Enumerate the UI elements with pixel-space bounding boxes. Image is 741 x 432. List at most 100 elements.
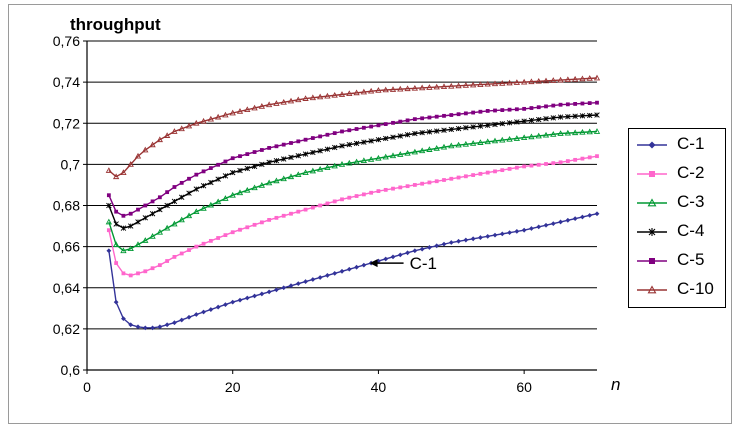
- data-point: [136, 271, 140, 276]
- legend-swatch: [637, 198, 667, 207]
- data-point: [179, 251, 184, 256]
- data-point: [207, 201, 215, 208]
- data-point: [513, 135, 521, 141]
- data-point: [412, 130, 418, 137]
- data-point: [478, 235, 483, 240]
- data-point: [230, 299, 236, 305]
- legend-label: C-2: [677, 163, 705, 182]
- data-point: [193, 312, 199, 317]
- data-point: [114, 261, 119, 265]
- data-point: [134, 152, 142, 159]
- data-point: [324, 146, 331, 152]
- data-point: [586, 112, 593, 119]
- y-tick-label: 0,66: [53, 239, 80, 255]
- data-point: [340, 129, 344, 134]
- data-point: [485, 109, 490, 113]
- data-point: [287, 173, 295, 180]
- data-point: [112, 241, 120, 247]
- data-point: [106, 193, 111, 198]
- legend: C-1 C-2 C-3 C-4 C-5 C-10: [628, 128, 726, 308]
- gridlines: [87, 40, 597, 330]
- data-point: [579, 75, 586, 82]
- data-point: [237, 167, 243, 174]
- data-point: [573, 157, 578, 162]
- data-point: [361, 192, 366, 197]
- data-point: [164, 202, 170, 209]
- data-point: [528, 117, 535, 124]
- data-point: [310, 205, 315, 210]
- data-point: [287, 97, 295, 104]
- data-point: [550, 131, 557, 137]
- data-point: [316, 93, 324, 100]
- data-point: [230, 156, 235, 161]
- data-point: [142, 215, 149, 221]
- data-point: [193, 208, 200, 215]
- data-point: [404, 85, 411, 92]
- y-tick-label: 0,62: [53, 321, 80, 337]
- data-point: [274, 287, 279, 293]
- data-point: [127, 245, 134, 252]
- data-point: [542, 77, 550, 84]
- data-point: [187, 176, 191, 181]
- data-point: [369, 190, 374, 195]
- data-point: [143, 203, 148, 208]
- data-point: [593, 74, 601, 81]
- data-point: [405, 250, 410, 256]
- data-point: [172, 320, 177, 326]
- data-point: [252, 293, 257, 299]
- data-point: [442, 178, 446, 182]
- data-point: [310, 149, 316, 156]
- data-point: [440, 83, 448, 90]
- data-point: [354, 264, 359, 270]
- data-point: [252, 150, 257, 154]
- data-point: [267, 217, 272, 222]
- data-point: [237, 297, 243, 303]
- data-point: [346, 266, 352, 272]
- data-point: [266, 289, 272, 295]
- data-point: [302, 169, 309, 175]
- y-tick-label: 0,72: [53, 115, 80, 131]
- data-point: [405, 184, 410, 189]
- data-point: [156, 136, 164, 143]
- data-point: [238, 227, 242, 232]
- data-point: [367, 87, 375, 94]
- data-point: [551, 103, 556, 108]
- data-point: [142, 237, 149, 243]
- data-point: [571, 129, 579, 136]
- data-point: [522, 164, 527, 169]
- data-point: [542, 131, 550, 138]
- data-point: [558, 102, 563, 107]
- data-point: [265, 179, 273, 186]
- data-point: [208, 238, 213, 243]
- data-point: [419, 129, 425, 136]
- data-point: [295, 96, 302, 103]
- data-point: [223, 302, 228, 308]
- data-point: [171, 128, 178, 134]
- data-point: [382, 86, 389, 93]
- data-point: [455, 141, 462, 148]
- data-point: [376, 123, 381, 128]
- data-point: [440, 143, 448, 150]
- data-point: [376, 189, 381, 194]
- data-point: [477, 123, 484, 129]
- data-point: [347, 195, 352, 200]
- data-point: [325, 201, 330, 206]
- data-point: [273, 100, 280, 106]
- data-point: [383, 122, 388, 126]
- data-point: [136, 207, 140, 212]
- y-axis-label: throughput: [70, 15, 161, 34]
- annotation-label: C-1: [410, 254, 437, 273]
- data-point: [201, 169, 206, 174]
- data-point: [442, 113, 446, 118]
- data-point: [150, 325, 155, 331]
- y-tick-label: 0,6: [61, 362, 81, 378]
- data-point: [478, 171, 483, 176]
- data-point: [456, 238, 461, 244]
- data-point: [507, 107, 512, 112]
- data-point: [281, 213, 286, 218]
- data-point: [420, 116, 425, 121]
- data-point: [565, 217, 571, 223]
- data-point: [200, 183, 207, 189]
- data-point: [382, 153, 389, 160]
